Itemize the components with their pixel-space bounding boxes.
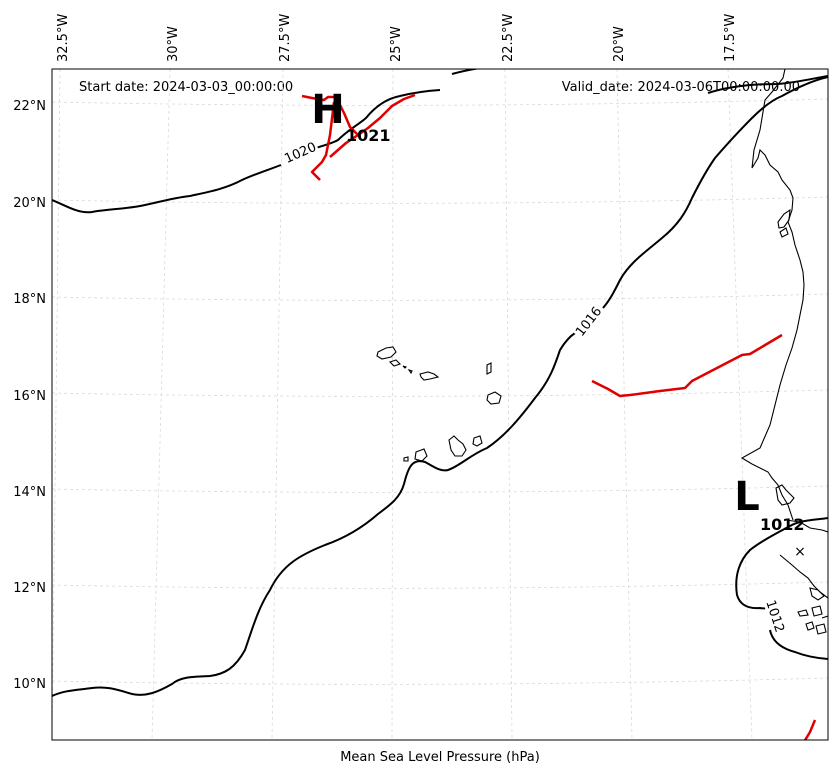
cape-verde-islands: [376, 346, 502, 462]
map-area: 1020 1016 1012 H 1012 1021 L 1012 ×: [52, 69, 828, 740]
lat-tick: 14°N: [13, 485, 46, 500]
lon-tick: 17.5°W: [723, 14, 738, 62]
isobar-labels: 1020 1016 1012: [282, 137, 790, 636]
longitude-ticks: 32.5°W 30°W 27.5°W 25°W 22.5°W 20°W 17.5…: [56, 14, 738, 62]
lat-tick: 10°N: [13, 677, 46, 692]
lat-tick: 20°N: [13, 196, 46, 211]
lat-tick: 22°N: [13, 99, 46, 114]
isobar-1020: [52, 69, 828, 214]
low-center-marker: ×: [794, 544, 806, 560]
map-frame: [51, 68, 829, 741]
coastline: [740, 69, 828, 635]
latitude-ticks: 22°N 20°N 18°N 16°N 14°N 12°N 10°N: [13, 99, 46, 692]
storm-tracks: [301, 93, 817, 740]
isobar-label-1012: 1012: [762, 598, 786, 634]
low-pressure-value: 1012: [760, 515, 805, 534]
low-pressure-center: L 1012 ×: [734, 474, 806, 560]
high-letter: H: [311, 87, 344, 133]
lon-tick: 32.5°W: [56, 14, 71, 62]
isobars: [52, 69, 828, 697]
graticule: [52, 69, 828, 740]
high-pressure-center: H 1012 1021: [311, 87, 390, 145]
map-caption: Mean Sea Level Pressure (hPa): [340, 750, 540, 765]
lat-tick: 16°N: [13, 389, 46, 404]
lat-tick: 18°N: [13, 292, 46, 307]
track-south: [803, 719, 817, 740]
track-central: [591, 333, 783, 398]
high-pressure-value: 1021: [346, 126, 391, 145]
start-date-label: Start date: 2024-03-03_00:00:00: [79, 80, 293, 95]
lon-tick: 27.5°W: [278, 14, 293, 62]
track-north: [301, 93, 416, 181]
lon-tick: 22.5°W: [501, 14, 516, 62]
low-letter: L: [734, 474, 760, 520]
lat-tick: 12°N: [13, 581, 46, 596]
lon-tick: 30°W: [166, 26, 181, 62]
isobar-1016: [52, 76, 828, 697]
lon-tick: 20°W: [612, 26, 627, 62]
isobar-1012: [735, 517, 828, 660]
valid-date-label: Valid_date: 2024-03-06T00:00:00.00: [562, 80, 800, 95]
lon-tick: 25°W: [389, 26, 404, 62]
